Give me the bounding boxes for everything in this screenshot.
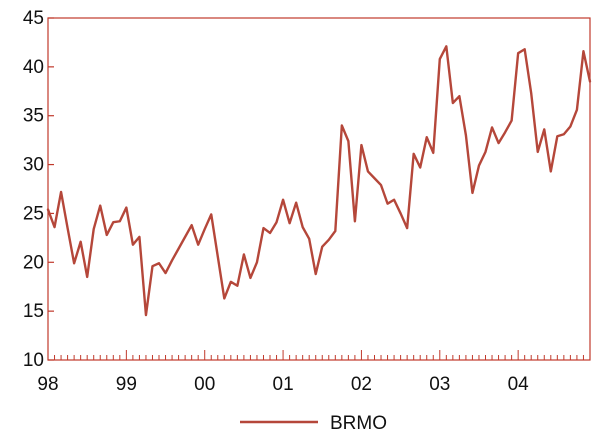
y-tick-label: 30 (23, 155, 44, 176)
x-tick-label: 98 (37, 374, 58, 395)
y-axis: 10 15 20 25 30 35 40 45 (23, 8, 54, 371)
x-tick-label: 01 (273, 374, 294, 395)
x-tick-label: 99 (116, 374, 137, 395)
y-tick-label: 15 (23, 301, 44, 322)
y-tick-label: 35 (23, 106, 44, 127)
x-tick-label: 04 (508, 374, 530, 395)
series-line-brmo (46, 45, 592, 317)
y-tick-label: 20 (23, 252, 44, 273)
legend: BRMO (240, 413, 387, 429)
x-tick-label: 00 (194, 374, 215, 395)
x-tick-label: 03 (429, 374, 450, 395)
y-tick-label: 45 (23, 8, 44, 29)
y-tick-label: 10 (23, 350, 44, 371)
y-tick-label: 40 (23, 57, 44, 78)
x-tick-label: 02 (351, 374, 372, 395)
legend-label: BRMO (330, 413, 387, 429)
plot-frame (47, 17, 591, 361)
x-axis: 98 99 00 01 02 03 04 (37, 350, 591, 395)
y-tick-label: 25 (23, 203, 44, 224)
